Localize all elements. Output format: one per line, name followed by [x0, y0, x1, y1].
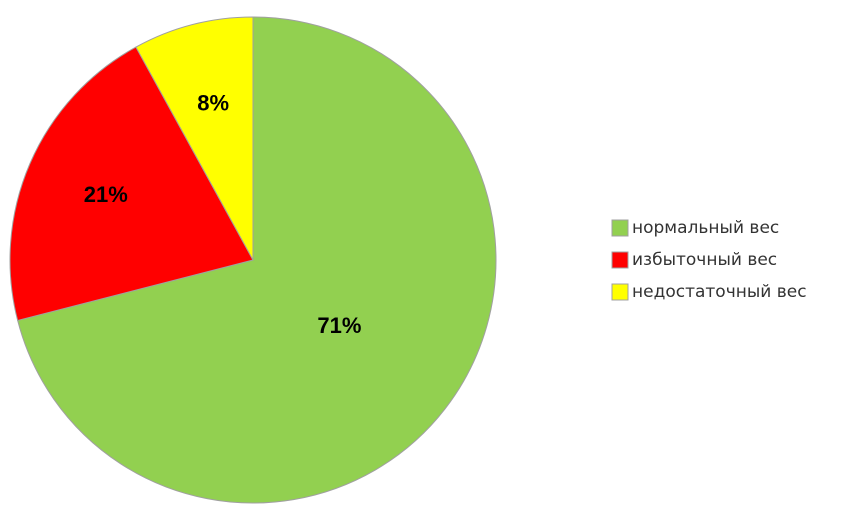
legend-label: нормальный вес [632, 218, 779, 238]
pie-slice [9, 46, 254, 322]
legend-label: избыточный вес [632, 250, 777, 270]
legend-swatch [611, 219, 629, 237]
data-label: 8% [197, 90, 229, 115]
data-label: 21% [84, 182, 128, 207]
legend-swatch [611, 251, 629, 269]
pie-slice [17, 16, 497, 504]
data-label: 71% [317, 313, 361, 338]
legend-label: недостаточный вес [632, 282, 807, 302]
pie-slice [135, 16, 254, 261]
legend-swatch [611, 283, 629, 301]
